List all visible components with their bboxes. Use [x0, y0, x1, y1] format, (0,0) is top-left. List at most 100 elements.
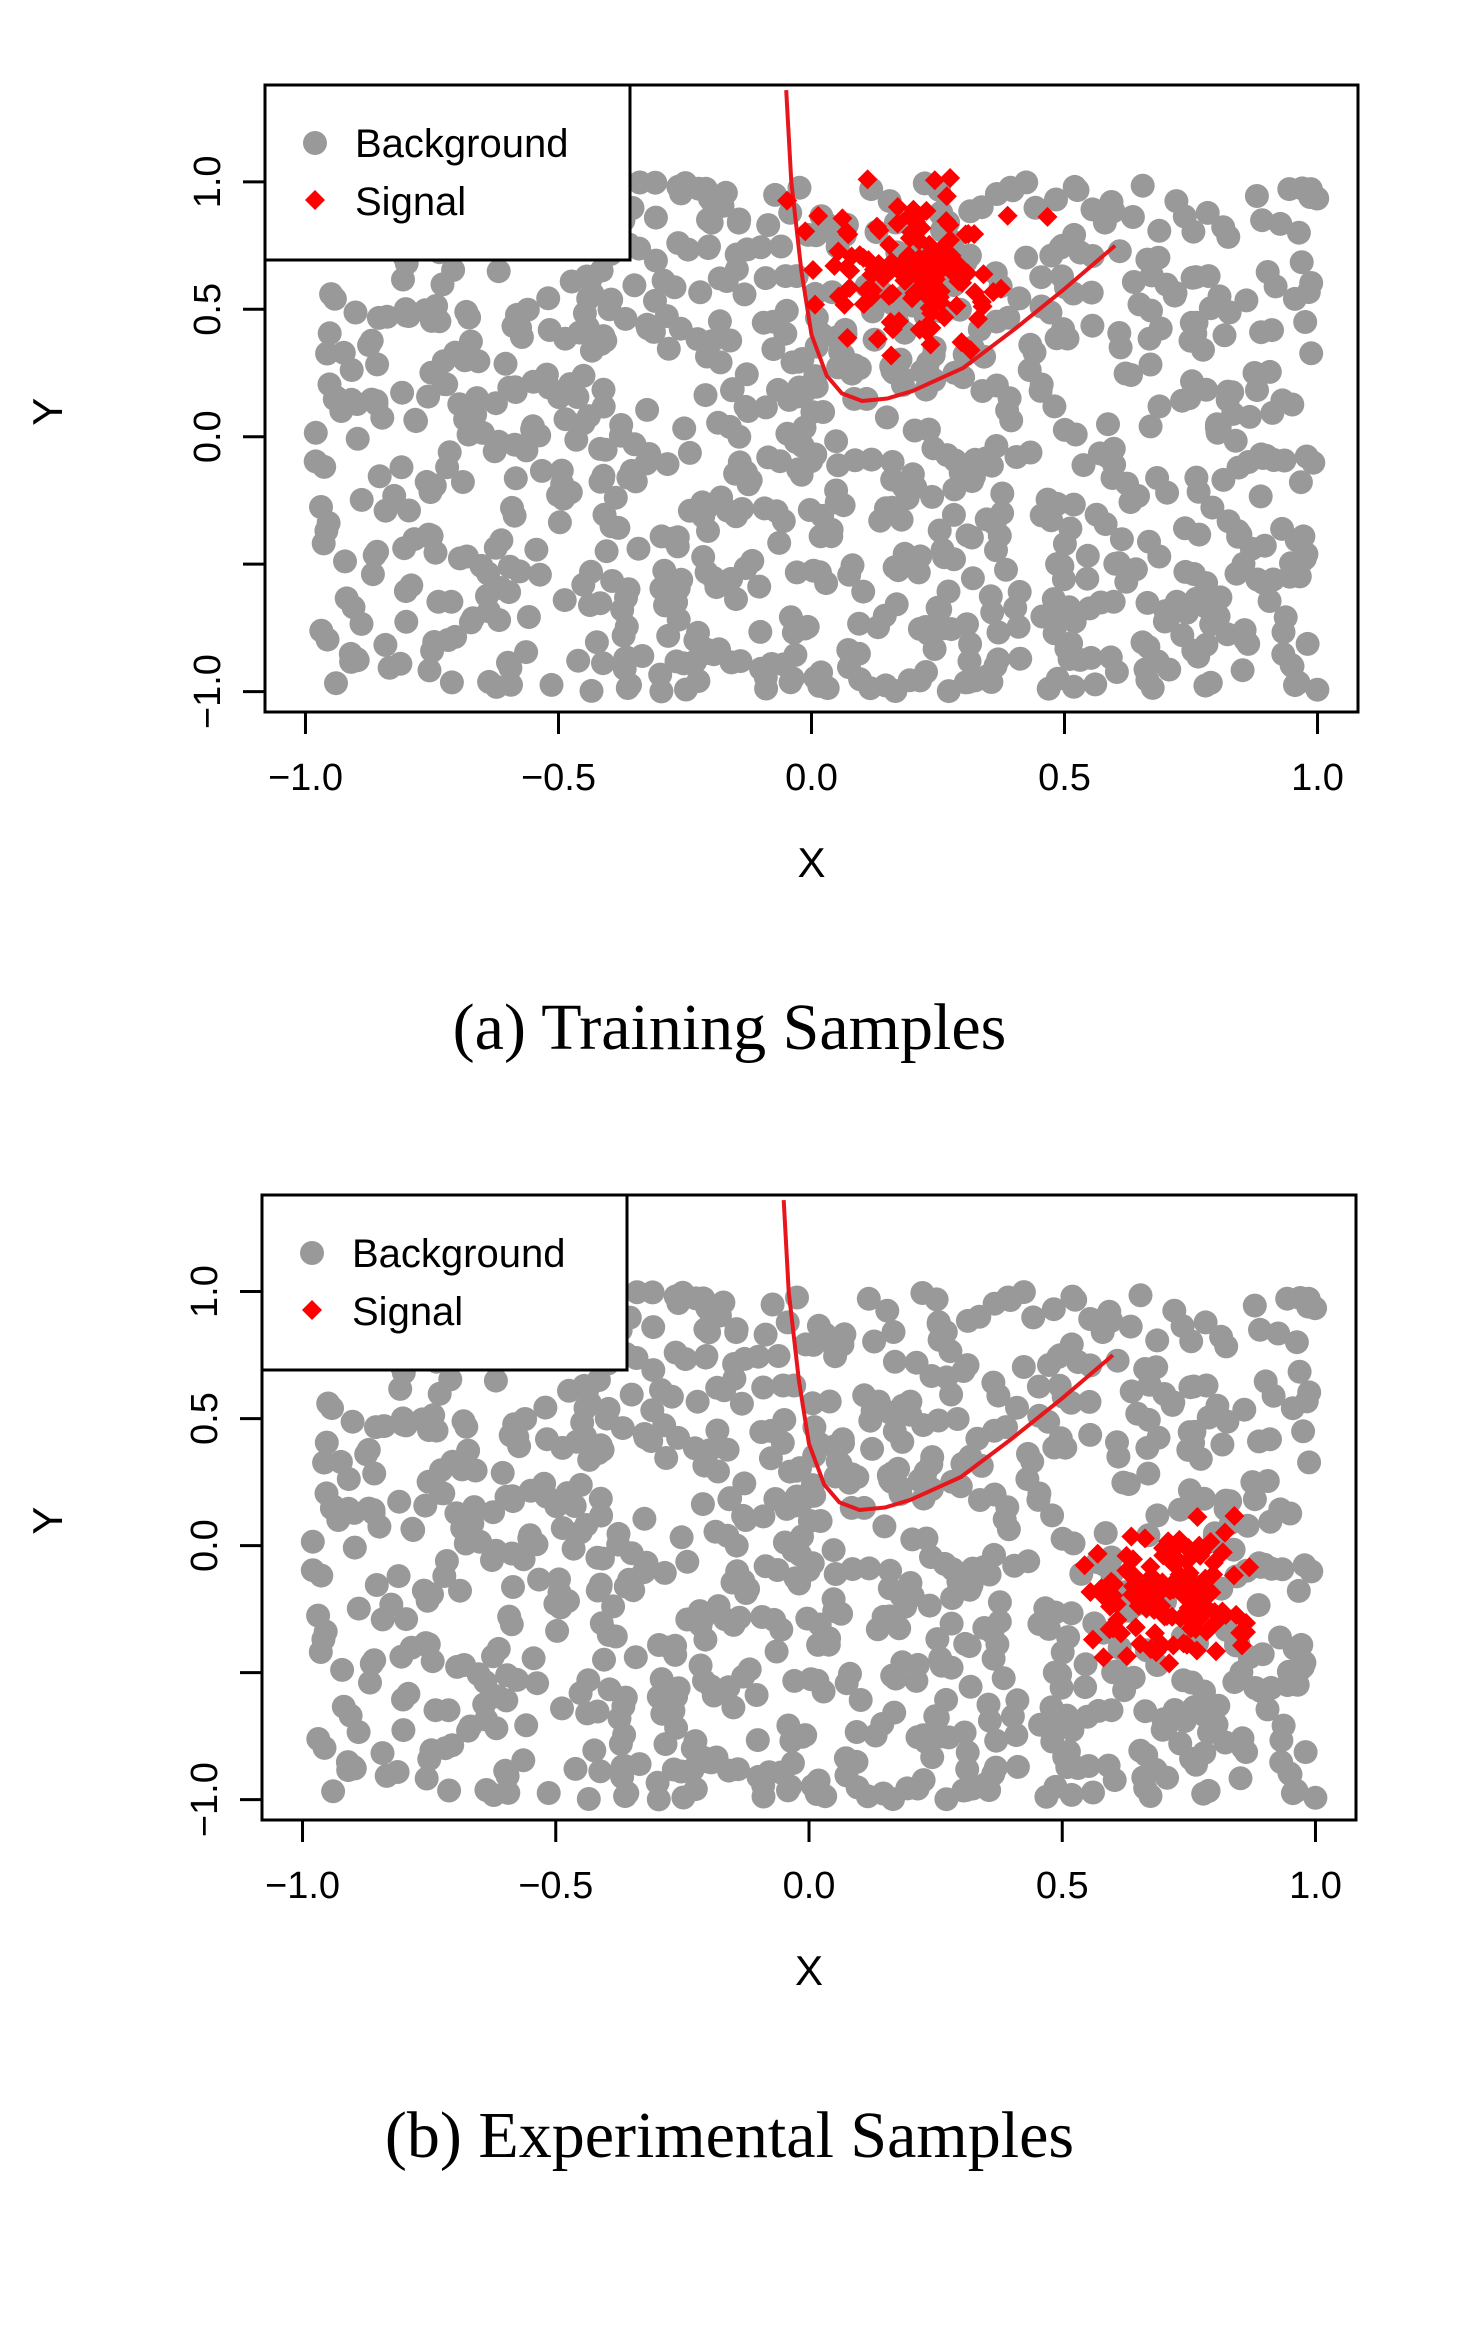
background-point: [880, 450, 905, 474]
background-point: [403, 407, 428, 432]
x-tick-label: −0.5: [521, 757, 596, 799]
background-point: [608, 1731, 633, 1756]
background-point: [414, 1766, 439, 1791]
background-point: [1071, 453, 1096, 478]
x-tick-label: 0.0: [785, 757, 838, 799]
x-axis-title: X: [795, 1947, 823, 1994]
background-point: [367, 1514, 392, 1539]
background-point: [493, 351, 518, 376]
background-point: [489, 528, 514, 553]
background-point: [932, 1551, 957, 1576]
background-point: [912, 1466, 937, 1491]
background-point: [502, 432, 527, 457]
background-point: [314, 1481, 339, 1506]
background-point: [789, 462, 814, 487]
background-point: [862, 1329, 887, 1354]
background-point: [718, 328, 743, 353]
background-point: [804, 1782, 829, 1806]
background-point: [419, 523, 444, 548]
background-point: [545, 1618, 570, 1643]
background-point: [1075, 566, 1100, 591]
x-tick-label: −1.0: [265, 1865, 340, 1907]
background-point: [1079, 280, 1104, 305]
background-point: [889, 1583, 914, 1608]
background-point: [738, 468, 763, 493]
background-point: [797, 498, 822, 522]
background-point: [661, 1757, 686, 1782]
signal-point: [936, 248, 957, 269]
background-point: [655, 452, 680, 477]
signal-point: [805, 294, 826, 315]
background-point: [747, 574, 772, 599]
background-point: [837, 655, 861, 680]
background-point: [1222, 1670, 1247, 1695]
background-point: [525, 1671, 550, 1696]
background-point: [1026, 1374, 1051, 1399]
background-point: [476, 561, 501, 586]
signal-point: [1116, 1545, 1137, 1566]
background-point: [1092, 210, 1117, 235]
background-point: [1150, 1717, 1175, 1742]
legend-box: [260, 1193, 629, 1372]
background-point: [994, 557, 1018, 582]
background-point: [736, 1576, 761, 1601]
background-point: [462, 1495, 487, 1520]
background-point: [574, 264, 599, 289]
background-point: [1191, 1781, 1216, 1806]
background-point: [712, 1378, 737, 1403]
background-point: [994, 1415, 1018, 1440]
background-point: [527, 1567, 552, 1592]
background-point: [1036, 1616, 1061, 1641]
background-point: [1286, 220, 1311, 245]
background-point: [829, 1601, 854, 1626]
background-point: [1096, 412, 1120, 437]
legend-background-marker: [300, 1241, 324, 1265]
background-point: [1230, 1726, 1255, 1751]
background-point: [345, 426, 370, 451]
background-point: [596, 1396, 621, 1421]
background-point: [585, 1578, 610, 1603]
background-point: [950, 1451, 975, 1476]
background-point: [420, 638, 445, 663]
background-point: [765, 1558, 790, 1582]
background-point: [1288, 470, 1313, 495]
background-point: [432, 1564, 457, 1588]
background-point: [1305, 677, 1330, 702]
background-point: [514, 640, 539, 665]
background-point: [579, 559, 603, 584]
background-point: [389, 455, 414, 480]
background-point: [685, 1389, 710, 1414]
background-point: [1186, 644, 1211, 669]
background-point: [387, 1489, 412, 1514]
background-point: [872, 1514, 897, 1539]
background-point: [590, 1546, 615, 1571]
background-point: [917, 1593, 942, 1618]
background-point: [753, 395, 778, 420]
background-point: [1275, 1286, 1300, 1311]
background-point: [706, 1594, 731, 1619]
background-point: [486, 1636, 511, 1661]
background-point: [1164, 189, 1189, 214]
background-point: [499, 1612, 524, 1637]
background-point: [1218, 1489, 1243, 1514]
background-point: [576, 1668, 601, 1693]
panel-experimental: Background Signal −1.0 −0.5 0.0 0.5 1.0 X −1.0 0.…: [0, 1130, 1459, 2326]
x-tick-label: 0.5: [1036, 1865, 1089, 1907]
signal-point: [973, 264, 994, 285]
background-point: [701, 642, 726, 667]
background-point: [339, 1499, 364, 1524]
background-point: [601, 1594, 626, 1619]
background-point: [1209, 1324, 1234, 1349]
background-point: [1184, 465, 1209, 490]
background-point: [934, 1787, 959, 1812]
background-point: [984, 538, 1008, 563]
signal-point: [1125, 1617, 1146, 1638]
signal-point: [1037, 206, 1058, 227]
background-point: [1188, 1446, 1213, 1471]
background-point: [905, 1725, 930, 1750]
signal-point: [1200, 1532, 1221, 1553]
background-point: [756, 213, 781, 238]
background-point: [726, 1757, 750, 1782]
background-point: [1294, 1389, 1319, 1414]
background-point: [1028, 378, 1053, 403]
